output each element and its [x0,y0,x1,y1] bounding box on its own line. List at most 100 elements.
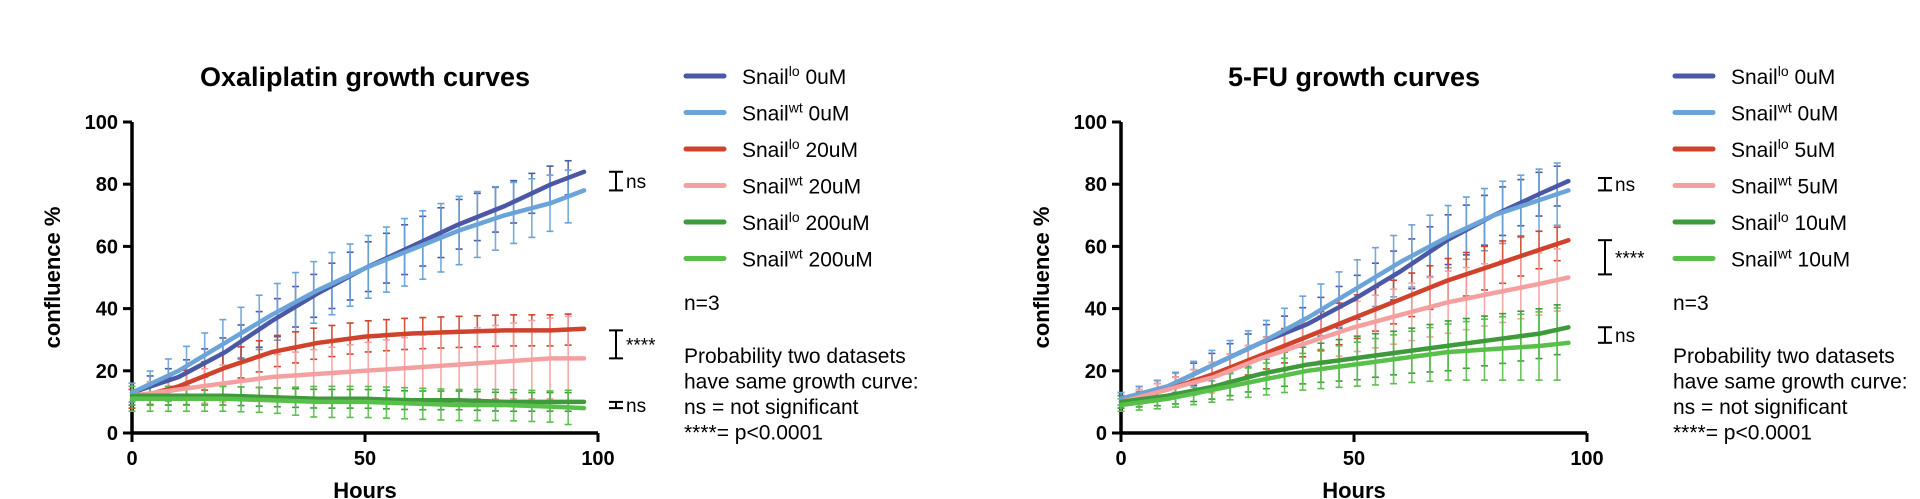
y-tick-label: 80 [96,174,118,196]
significance-bracket: ns [609,170,646,193]
significance-bracket: ns [609,396,646,417]
x-tick-label: 0 [126,448,137,470]
significance-label: ns [1615,175,1635,196]
y-tick-label: 80 [1085,174,1107,196]
y-tick-label: 100 [85,112,118,134]
y-tick-label: 60 [96,236,118,258]
note-line: have same growth curve: [684,371,919,394]
note-line: ****= p<0.0001 [1673,422,1812,445]
legend-suffix: 200uM [803,249,873,272]
y-tick-label: 60 [1085,236,1107,258]
legend-sup: wt [788,246,803,262]
legend-suffix: 0uM [1789,66,1836,89]
series-line-6 [1118,340,1571,408]
legend-sup: wt [1777,246,1792,262]
legend-sup: lo [789,136,800,152]
legend-sup: wt [1777,100,1792,116]
y-tick-label: 40 [1085,299,1107,321]
legend-entry: Snailwt 0uM [1731,100,1838,126]
legend-suffix: 0uM [1792,103,1839,126]
chart-title: Oxaliplatin growth curves [200,62,530,92]
significance-label: **** [626,335,656,356]
x-tick-label: 0 [1115,448,1126,470]
legend-suffix: 0uM [800,66,847,89]
legend-base: Snail [1731,212,1778,235]
note-line: ****= p<0.0001 [684,422,823,445]
legend-base: Snail [742,139,789,162]
significance-label: ns [626,396,646,417]
x-axis-label: Hours [1322,478,1386,499]
legend-suffix: 20uM [800,139,858,162]
legend-sup: lo [789,209,800,225]
significance-label: ns [1615,326,1635,347]
legend-base: Snail [1731,139,1778,162]
x-tick-label: 50 [1343,448,1365,470]
legend-base: Snail [742,66,789,89]
y-tick-label: 0 [107,423,118,445]
significance-bracket: ns [1598,326,1635,347]
legend-entry: Snaillo 20uM [742,136,858,162]
legend-sup: lo [1778,63,1789,79]
legend-suffix: 10uM [1789,212,1847,235]
legend-entry: Snaillo 0uM [742,63,846,89]
y-tick-label: 20 [1085,361,1107,383]
chart-panel-2: 5-FU growth curves 0 20 40 60 80 100 0 50 100 Hour… [1029,62,1908,499]
legend-entry: Snailwt 10uM [1731,246,1850,272]
legend-entry: Snaillo 5uM [1731,136,1835,162]
legend-suffix: 5uM [1789,139,1836,162]
legend-entry: Snaillo 0uM [1731,63,1835,89]
legend-suffix: 0uM [803,103,850,126]
legend-sup: wt [788,173,803,189]
note-line: Probability two datasets [1673,345,1895,368]
x-tick-label: 100 [1570,448,1603,470]
y-tick-label: 20 [96,361,118,383]
legend-base: Snail [1731,249,1778,272]
chart-title: 5-FU growth curves [1228,62,1480,92]
significance-bracket: ns [1598,175,1635,196]
significance-label: ns [626,172,646,193]
y-axis-label: confluence % [1029,207,1054,349]
series-group [1117,162,1571,413]
legend-entry: Snaillo 200uM [742,209,870,235]
legend-sup: lo [1778,209,1789,225]
y-axis-label: confluence % [40,207,65,349]
note-line: n=3 [684,292,720,315]
legend-entry: Snailwt 200uM [742,246,873,272]
legend-suffix: 5uM [1792,176,1839,199]
legend-suffix: 10uM [1792,249,1850,272]
note-line: have same growth curve: [1673,371,1908,394]
legend-base: Snail [1731,103,1778,126]
legend-base: Snail [742,212,789,235]
legend-base: Snail [1731,66,1778,89]
legend-suffix: 20uM [803,176,861,199]
series-group [128,159,587,426]
legend-sup: wt [1777,173,1792,189]
legend-base: Snail [1731,176,1778,199]
legend-base: Snail [742,103,789,126]
note-line: Probability two datasets [684,345,906,368]
x-tick-label: 100 [581,448,614,470]
legend-entry: Snailwt 5uM [1731,173,1838,199]
y-tick-label: 40 [96,299,118,321]
note-line: n=3 [1673,292,1709,315]
notes: n=3 Probability two datasets have same gro… [684,292,919,445]
legend-suffix: 200uM [800,212,870,235]
note-line: ns = not significant [684,396,859,419]
notes: n=3 Probability two datasets have same gro… [1673,292,1908,445]
y-tick-label: 0 [1096,423,1107,445]
significance-bracket: **** [1598,239,1645,276]
legend-base: Snail [742,176,789,199]
note-line: ns = not significant [1673,396,1848,419]
legend-entry: Snailwt 20uM [742,173,861,199]
significance-label: **** [1615,248,1645,269]
significance-bracket: **** [609,329,656,360]
legend-entry: Snailwt 0uM [742,100,849,126]
legend-sup: lo [789,63,800,79]
x-tick-label: 50 [354,448,376,470]
legend-sup: lo [1778,136,1789,152]
legend-base: Snail [742,249,789,272]
y-tick-label: 100 [1074,112,1107,134]
